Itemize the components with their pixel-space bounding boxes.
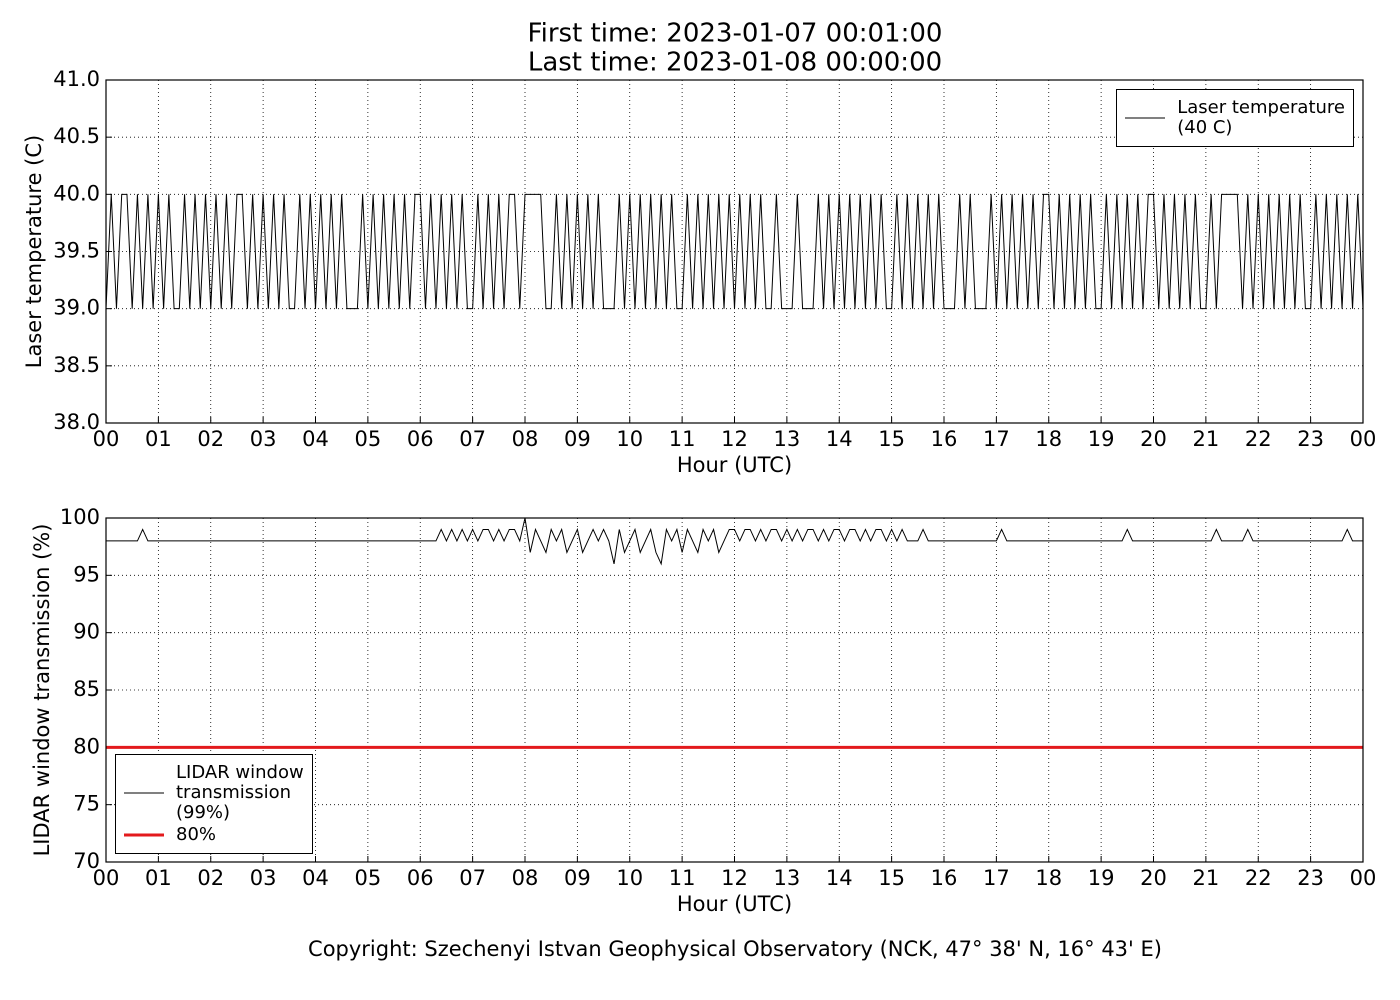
x-tick-label: 22 xyxy=(1245,427,1272,451)
x-tick-label: 13 xyxy=(774,866,801,890)
title-line: Last time: 2023-01-08 00:00:00 xyxy=(528,48,942,78)
x-tick-label: 21 xyxy=(1193,866,1220,890)
title-line: First time: 2023-01-07 00:01:00 xyxy=(528,19,943,49)
x-tick-label: 07 xyxy=(459,427,486,451)
x-tick-label: 21 xyxy=(1193,427,1220,451)
y-tick-label: 41.0 xyxy=(53,67,100,91)
y-tick-label: 38.0 xyxy=(53,410,100,434)
x-tick-label: 00 xyxy=(1350,866,1377,890)
x-tick-label: 00 xyxy=(93,866,120,890)
y-tick-label: 39.0 xyxy=(53,296,100,320)
x-axis-label: Hour (UTC) xyxy=(677,892,792,916)
x-tick-label: 11 xyxy=(669,427,696,451)
x-tick-label: 06 xyxy=(407,866,434,890)
legend-swatch xyxy=(1125,117,1166,119)
legend-item: Laser temperature (40 C) xyxy=(1125,98,1345,138)
y-tick-label: 90 xyxy=(73,620,100,644)
x-tick-label: 04 xyxy=(302,427,329,451)
x-tick-label: 22 xyxy=(1245,866,1272,890)
y-tick-label: 70 xyxy=(73,849,100,873)
x-tick-label: 09 xyxy=(564,427,591,451)
x-tick-label: 16 xyxy=(931,866,958,890)
x-tick-label: 14 xyxy=(826,427,853,451)
y-tick-label: 38.5 xyxy=(53,353,100,377)
x-tick-label: 18 xyxy=(1035,866,1062,890)
x-tick-label: 01 xyxy=(145,427,172,451)
x-tick-label: 02 xyxy=(197,866,224,890)
y-tick-label: 40.0 xyxy=(53,181,100,205)
legend-swatch xyxy=(124,833,164,837)
x-tick-label: 19 xyxy=(1088,866,1115,890)
x-tick-label: 10 xyxy=(616,866,643,890)
x-tick-label: 10 xyxy=(616,427,643,451)
x-tick-label: 05 xyxy=(355,866,382,890)
y-tick-label: 39.5 xyxy=(53,239,100,263)
x-tick-label: 16 xyxy=(931,427,958,451)
legend-swatch xyxy=(124,792,164,794)
series-line xyxy=(106,517,1363,566)
x-tick-label: 17 xyxy=(983,427,1010,451)
y-tick-label: 95 xyxy=(73,562,100,586)
legend-label: LIDAR window transmission (99%) xyxy=(176,762,304,823)
x-tick-label: 03 xyxy=(250,866,277,890)
x-tick-label: 06 xyxy=(407,427,434,451)
x-tick-label: 19 xyxy=(1088,427,1115,451)
y-tick-label: 85 xyxy=(73,677,100,701)
x-tick-label: 07 xyxy=(459,866,486,890)
x-tick-label: 05 xyxy=(355,427,382,451)
x-tick-label: 17 xyxy=(983,866,1010,890)
x-tick-label: 08 xyxy=(512,866,539,890)
y-tick-label: 40.5 xyxy=(53,124,100,148)
x-tick-label: 15 xyxy=(878,427,905,451)
series-line xyxy=(105,193,1364,310)
footer: Copyright: Szechenyi Istvan Geophysical … xyxy=(308,937,1162,961)
plot-frame xyxy=(105,79,1364,424)
x-tick-label: 11 xyxy=(669,866,696,890)
x-tick-label: 01 xyxy=(145,866,172,890)
legend-label: 80% xyxy=(176,824,217,845)
legend: Laser temperature (40 C) xyxy=(1116,89,1354,147)
x-tick-label: 00 xyxy=(93,427,120,451)
x-tick-label: 23 xyxy=(1297,427,1324,451)
x-tick-label: 02 xyxy=(197,427,224,451)
x-tick-label: 18 xyxy=(1035,427,1062,451)
x-tick-label: 04 xyxy=(302,866,329,890)
x-tick-label: 14 xyxy=(826,866,853,890)
y-tick-label: 80 xyxy=(73,734,100,758)
legend-label: Laser temperature (40 C) xyxy=(1177,97,1345,138)
x-tick-label: 12 xyxy=(721,427,748,451)
legend-item: 80% xyxy=(124,825,304,845)
y-tick-label: 75 xyxy=(73,792,100,816)
x-axis-label: Hour (UTC) xyxy=(677,453,792,477)
x-tick-label: 09 xyxy=(564,866,591,890)
y-axis-label: LIDAR window transmission (%) xyxy=(30,524,54,857)
x-tick-label: 15 xyxy=(878,866,905,890)
legend: LIDAR window transmission (99%) 80% xyxy=(115,754,313,854)
x-tick-label: 23 xyxy=(1297,866,1324,890)
x-tick-label: 20 xyxy=(1140,866,1167,890)
y-axis-label: Laser temperature (C) xyxy=(22,135,46,368)
x-tick-label: 03 xyxy=(250,427,277,451)
x-tick-label: 20 xyxy=(1140,427,1167,451)
legend-item: LIDAR window transmission (99%) xyxy=(124,763,304,823)
y-tick-label: 100 xyxy=(60,505,100,529)
x-tick-label: 13 xyxy=(774,427,801,451)
plot-frame xyxy=(105,517,1364,863)
x-tick-label: 08 xyxy=(512,427,539,451)
x-tick-label: 12 xyxy=(721,866,748,890)
x-tick-label: 00 xyxy=(1350,427,1377,451)
